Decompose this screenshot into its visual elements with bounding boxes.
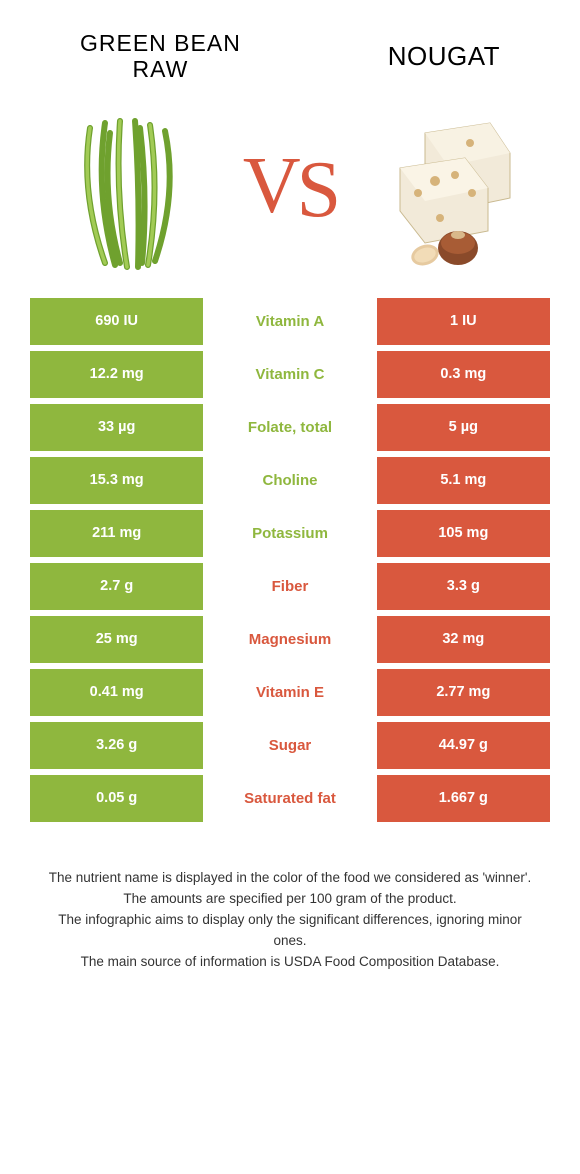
nutrient-name: Fiber [203, 563, 376, 610]
right-value: 5 µg [377, 404, 550, 451]
green-bean-image [60, 103, 200, 273]
title-left-line1: GREEN BEAN [80, 30, 241, 56]
title-left: GREEN BEAN RAW [80, 30, 241, 83]
nutrient-table: 690 IUVitamin A1 IU 12.2 mgVitamin C0.3 m… [30, 298, 550, 822]
footer-line-4: The main source of information is USDA F… [40, 952, 540, 973]
left-value: 2.7 g [30, 563, 203, 610]
footer-notes: The nutrient name is displayed in the co… [0, 828, 580, 1023]
table-row: 211 mgPotassium105 mg [30, 510, 550, 557]
right-value: 105 mg [377, 510, 550, 557]
right-value: 2.77 mg [377, 669, 550, 716]
right-value: 1.667 g [377, 775, 550, 822]
footer-line-1: The nutrient name is displayed in the co… [40, 868, 540, 889]
right-value: 44.97 g [377, 722, 550, 769]
nutrient-name: Vitamin C [203, 351, 376, 398]
nutrient-name: Sugar [203, 722, 376, 769]
table-row: 0.41 mgVitamin E2.77 mg [30, 669, 550, 716]
right-value: 5.1 mg [377, 457, 550, 504]
vs-s: S [297, 150, 338, 230]
footer-line-2: The amounts are specified per 100 gram o… [40, 889, 540, 910]
nougat-image [380, 103, 520, 273]
left-value: 0.41 mg [30, 669, 203, 716]
footer-line-3: The infographic aims to display only the… [40, 910, 540, 952]
right-value: 3.3 g [377, 563, 550, 610]
right-value: 1 IU [377, 298, 550, 345]
nutrient-name: Vitamin E [203, 669, 376, 716]
hero-row: VS [0, 93, 580, 298]
titles-row: GREEN BEAN RAW NOUGAT [0, 0, 580, 93]
left-value: 12.2 mg [30, 351, 203, 398]
title-right-line1: NOUGAT [388, 42, 500, 72]
nutrient-name: Potassium [203, 510, 376, 557]
nutrient-name: Vitamin A [203, 298, 376, 345]
left-value: 690 IU [30, 298, 203, 345]
left-value: 211 mg [30, 510, 203, 557]
nutrient-name: Folate, total [203, 404, 376, 451]
table-row: 15.3 mgCholine5.1 mg [30, 457, 550, 504]
table-row: 690 IUVitamin A1 IU [30, 298, 550, 345]
left-value: 15.3 mg [30, 457, 203, 504]
table-row: 33 µgFolate, total5 µg [30, 404, 550, 451]
right-value: 0.3 mg [377, 351, 550, 398]
nutrient-name: Saturated fat [203, 775, 376, 822]
right-value: 32 mg [377, 616, 550, 663]
nutrient-name: Magnesium [203, 616, 376, 663]
table-row: 2.7 gFiber3.3 g [30, 563, 550, 610]
table-row: 25 mgMagnesium32 mg [30, 616, 550, 663]
left-value: 0.05 g [30, 775, 203, 822]
vs-v: V [243, 146, 297, 226]
nutrient-name: Choline [203, 457, 376, 504]
table-row: 3.26 gSugar44.97 g [30, 722, 550, 769]
table-row: 0.05 gSaturated fat1.667 g [30, 775, 550, 822]
left-value: 33 µg [30, 404, 203, 451]
left-value: 25 mg [30, 616, 203, 663]
vs-label: VS [243, 148, 337, 228]
title-left-line2: RAW [80, 56, 241, 82]
table-row: 12.2 mgVitamin C0.3 mg [30, 351, 550, 398]
title-right: NOUGAT [388, 30, 500, 72]
left-value: 3.26 g [30, 722, 203, 769]
